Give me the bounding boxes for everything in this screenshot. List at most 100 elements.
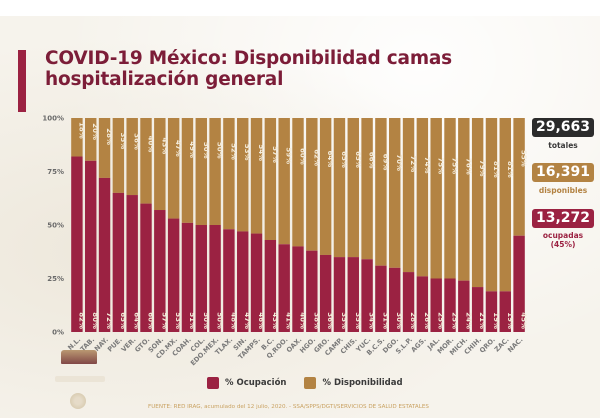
data-label-ocupacion: 35% xyxy=(354,312,362,329)
bar-disponibilidad xyxy=(167,118,180,219)
data-label-ocupacion: 19% xyxy=(506,312,514,329)
bar-disponibilidad xyxy=(250,118,263,234)
data-label-disponibilidad: 28% xyxy=(105,128,113,145)
bar-ocupacion xyxy=(250,233,263,332)
bar-ocupacion xyxy=(112,192,125,332)
logo-caption xyxy=(55,376,105,382)
bar-ocupacion xyxy=(167,218,180,332)
bar-disponibilidad xyxy=(416,118,429,277)
bar-ocupacion xyxy=(237,231,249,332)
occupied-beds-percent: (45%) xyxy=(550,240,576,249)
data-label-disponibilidad: 52% xyxy=(229,143,237,160)
data-label-ocupacion: 46% xyxy=(257,312,265,329)
bar-disponibilidad xyxy=(471,118,484,288)
x-tick-label: NAC. xyxy=(506,336,524,354)
data-label-disponibilidad: 70% xyxy=(395,154,403,171)
bar-disponibilidad xyxy=(361,118,373,260)
data-label-disponibilidad: 75% xyxy=(451,157,459,174)
y-tick-label: 0% xyxy=(52,329,64,337)
legend: % Ocupación % Disponibilidad xyxy=(207,376,403,390)
bar-ocupacion xyxy=(333,257,346,332)
bar-ocupacion xyxy=(416,276,429,332)
bar-disponibilidad xyxy=(126,118,138,196)
data-label-disponibilidad: 69% xyxy=(381,154,389,171)
data-label-ocupacion: 50% xyxy=(202,312,210,329)
occupied-beds-caption: ocupadas xyxy=(542,231,584,240)
data-label-ocupacion: 34% xyxy=(368,312,376,329)
bar-ocupacion xyxy=(471,287,484,332)
data-label-disponibilidad: 47% xyxy=(174,140,182,157)
y-axis: 0% 25% 50% 75% 100% xyxy=(42,115,64,337)
bar-disponibilidad xyxy=(264,118,277,240)
data-label-ocupacion: 25% xyxy=(451,312,459,329)
data-label-disponibilidad: 35% xyxy=(119,133,127,150)
bar-disponibilidad xyxy=(375,118,387,266)
y-tick-label: 75% xyxy=(47,168,64,176)
data-label-ocupacion: 57% xyxy=(160,312,168,329)
bar-ocupacion xyxy=(389,267,401,332)
bar-disponibilidad xyxy=(430,118,442,279)
title-accent-bar xyxy=(18,50,26,112)
bar-ocupacion xyxy=(402,272,415,332)
bar-disponibilidad xyxy=(98,118,111,178)
data-label-disponibilidad: 40% xyxy=(147,136,155,153)
bar-disponibilidad xyxy=(485,118,498,292)
data-label-ocupacion: 24% xyxy=(464,312,472,329)
x-tick-label: QRO. xyxy=(478,336,497,355)
data-label-ocupacion: 47% xyxy=(243,312,251,329)
bar-ocupacion xyxy=(264,239,277,332)
bar-ocupacion xyxy=(223,229,235,332)
top-strip xyxy=(0,0,600,16)
data-label-ocupacion: 31% xyxy=(381,312,389,329)
bar-ocupacion xyxy=(181,222,194,332)
bar-ocupacion xyxy=(458,280,470,332)
data-label-disponibilidad: 76% xyxy=(464,158,472,175)
data-label-ocupacion: 28% xyxy=(409,312,417,329)
bar-disponibilidad xyxy=(458,118,470,281)
bar-disponibilidad xyxy=(140,118,152,204)
data-label-ocupacion: 60% xyxy=(147,312,155,329)
data-label-disponibilidad: 66% xyxy=(368,152,376,169)
bar-disponibilidad xyxy=(195,118,207,225)
data-label-ocupacion: 48% xyxy=(229,312,237,329)
bar-disponibilidad xyxy=(333,118,346,258)
bar-disponibilidad xyxy=(181,118,194,223)
data-label-disponibilidad: 79% xyxy=(478,160,486,177)
bar-disponibilidad xyxy=(237,118,249,232)
bar-disponibilidad xyxy=(85,118,97,161)
data-label-disponibilidad: 65% xyxy=(340,151,348,168)
bar-ocupacion xyxy=(375,265,387,332)
bar-ocupacion xyxy=(485,291,498,332)
bar-ocupacion xyxy=(499,291,511,332)
bar-ocupacion xyxy=(195,225,207,332)
bar-ocupacion xyxy=(430,278,442,332)
available-beds-box: 16,391 xyxy=(532,163,594,182)
source-note: FUENTE: RED IRAG, acumulado del 12 julio… xyxy=(148,404,429,410)
data-label-disponibilidad: 59% xyxy=(285,147,293,164)
government-logo-icon xyxy=(61,350,97,364)
y-tick-label: 100% xyxy=(42,115,64,123)
data-label-disponibilidad: 81% xyxy=(492,161,500,178)
data-label-disponibilidad: 74% xyxy=(423,157,431,174)
total-beds-caption: totales xyxy=(548,141,578,150)
data-label-disponibilidad: 50% xyxy=(216,142,224,159)
data-label-ocupacion: 82% xyxy=(77,312,85,329)
bar-disponibilidad xyxy=(499,118,511,292)
bar-disponibilidad xyxy=(154,118,166,211)
bar-disponibilidad xyxy=(209,118,221,225)
data-label-disponibilidad: 81% xyxy=(506,161,514,178)
y-tick-label: 50% xyxy=(47,222,64,230)
data-label-disponibilidad: 54% xyxy=(257,144,265,161)
data-label-disponibilidad: 64% xyxy=(326,151,334,168)
data-label-disponibilidad: 53% xyxy=(243,144,251,161)
bar-ocupacion xyxy=(209,225,221,332)
legend-swatch-ocupacion xyxy=(207,377,219,389)
bar-ocupacion xyxy=(361,259,373,332)
bar-ocupacion xyxy=(71,156,83,332)
bar-ocupacion xyxy=(444,278,456,332)
bar-disponibilidad xyxy=(513,118,525,236)
data-label-ocupacion: 41% xyxy=(285,312,293,329)
data-label-ocupacion: 80% xyxy=(91,312,99,329)
bar-ocupacion xyxy=(126,195,138,332)
data-label-ocupacion: 35% xyxy=(340,312,348,329)
